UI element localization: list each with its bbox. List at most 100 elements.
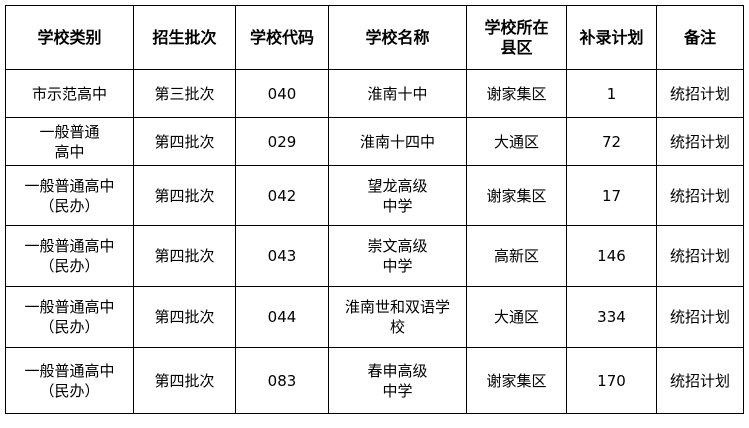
table-row: 一般普通高中（民办） 第四批次 083 春申高级中学 谢家集区 170 统招计划 — [5, 347, 744, 414]
cell-text: 市示范高中 — [31, 84, 107, 103]
cell-text: 大通区 — [493, 132, 539, 151]
table-cell: 083 — [235, 347, 329, 414]
header-cell: 备注 — [656, 5, 744, 70]
cell-text: 1 — [606, 84, 617, 103]
cell-text: 72 — [601, 132, 622, 151]
cell-text: 043 — [267, 247, 297, 265]
header-text: 招生批次 — [152, 27, 217, 47]
table-cell: 170 — [566, 347, 657, 414]
table-cell: 第四批次 — [133, 165, 236, 226]
table-row: 一般普通高中（民办） 第四批次 043 崇文高级中学 高新区 146 统招计划 — [5, 225, 744, 287]
cell-text: 统招计划 — [669, 132, 730, 151]
cell-text: 第四批次 — [154, 371, 215, 390]
header-cell: 学校所在县区 — [466, 5, 567, 70]
cell-text: 谢家集区 — [486, 371, 547, 390]
header-cell: 招生批次 — [133, 5, 236, 70]
cell-text: 崇文高级中学 — [367, 237, 428, 275]
table-cell: 统招计划 — [656, 225, 744, 287]
header-text: 学校类别 — [37, 27, 102, 47]
cell-text: 大通区 — [493, 308, 539, 326]
table-row: 一般普通高中（民办） 第四批次 044 淮南世和双语学校 大通区 334 统招计划 — [5, 286, 744, 348]
cell-text: 040 — [267, 84, 297, 103]
cell-text: 谢家集区 — [486, 84, 547, 103]
header-cell: 补录计划 — [566, 5, 657, 70]
table-cell: 042 — [235, 165, 329, 226]
table-cell: 望龙高级中学 — [328, 165, 467, 226]
cell-text: 第三批次 — [154, 84, 215, 103]
table-cell: 市示范高中 — [5, 69, 134, 118]
cell-text: 170 — [597, 371, 626, 390]
cell-text: 谢家集区 — [486, 186, 547, 205]
header-text: 备注 — [683, 27, 716, 47]
cell-text: 一般普通高中（民办） — [24, 176, 115, 215]
table-cell: 淮南世和双语学校 — [328, 286, 467, 348]
cell-text: 083 — [267, 371, 297, 390]
table-cell: 一般普通高中（民办） — [5, 347, 134, 414]
cell-text: 春申高级中学 — [367, 361, 428, 400]
table-cell: 334 — [566, 286, 657, 348]
table-cell: 统招计划 — [656, 117, 744, 166]
table-cell: 谢家集区 — [466, 69, 567, 118]
header-cell: 学校类别 — [5, 5, 134, 70]
table-cell: 春申高级中学 — [328, 347, 467, 414]
table-row: 市示范高中 第三批次 040 淮南十中 谢家集区 1 统招计划 — [5, 69, 744, 118]
table-cell: 第四批次 — [133, 286, 236, 348]
cell-text: 044 — [267, 308, 297, 326]
header-text: 补录计划 — [579, 27, 644, 47]
table-cell: 统招计划 — [656, 347, 744, 414]
table: 学校类别 招生批次 学校代码 学校名称 学校所在县区 补录计划 备注 市示范高中 第三批次 04… — [5, 5, 744, 414]
table-cell: 大通区 — [466, 117, 567, 166]
cell-text: 淮南十四中 — [359, 132, 435, 151]
table-cell: 第四批次 — [133, 225, 236, 287]
table-cell: 72 — [566, 117, 657, 166]
table-cell: 146 — [566, 225, 657, 287]
cell-text: 17 — [601, 186, 622, 205]
table-cell: 029 — [235, 117, 329, 166]
table-container: 学校类别 招生批次 学校代码 学校名称 学校所在县区 补录计划 备注 市示范高中 第三批次 04… — [5, 5, 744, 414]
cell-text: 统招计划 — [669, 371, 730, 390]
table-cell: 17 — [566, 165, 657, 226]
cell-text: 统招计划 — [669, 84, 730, 103]
table-cell: 大通区 — [466, 286, 567, 348]
table-row: 一般普通高中 第四批次 029 淮南十四中 大通区 72 统招计划 — [5, 117, 744, 166]
cell-text: 042 — [267, 186, 297, 205]
cell-text: 第四批次 — [154, 308, 215, 326]
table-cell: 淮南十中 — [328, 69, 467, 118]
table-cell: 040 — [235, 69, 329, 118]
table-cell: 崇文高级中学 — [328, 225, 467, 287]
cell-text: 146 — [597, 247, 626, 265]
table-row: 一般普通高中（民办） 第四批次 042 望龙高级中学 谢家集区 17 统招计划 — [5, 165, 744, 226]
header-cell: 学校代码 — [235, 5, 329, 70]
table-cell: 一般普通高中 — [5, 117, 134, 166]
table-cell: 044 — [235, 286, 329, 348]
cell-text: 一般普通高中 — [39, 122, 100, 161]
header-text: 学校所在县区 — [484, 17, 549, 57]
table-cell: 一般普通高中（民办） — [5, 165, 134, 226]
header-text: 学校名称 — [365, 27, 430, 47]
table-cell: 一般普通高中（民办） — [5, 286, 134, 348]
cell-text: 淮南十中 — [367, 84, 428, 103]
header-row: 学校类别 招生批次 学校代码 学校名称 学校所在县区 补录计划 备注 — [5, 5, 744, 70]
table-cell: 谢家集区 — [466, 347, 567, 414]
cell-text: 高新区 — [493, 247, 539, 265]
table-cell: 统招计划 — [656, 286, 744, 348]
table-cell: 第三批次 — [133, 69, 236, 118]
cell-text: 一般普通高中（民办） — [24, 298, 115, 336]
table-cell: 1 — [566, 69, 657, 118]
table-cell: 第四批次 — [133, 117, 236, 166]
table-cell: 谢家集区 — [466, 165, 567, 226]
cell-text: 一般普通高中（民办） — [24, 237, 115, 275]
table-cell: 第四批次 — [133, 347, 236, 414]
table-cell: 统招计划 — [656, 165, 744, 226]
header-cell: 学校名称 — [328, 5, 467, 70]
cell-text: 一般普通高中（民办） — [24, 361, 115, 400]
header-text: 学校代码 — [249, 27, 314, 47]
cell-text: 统招计划 — [669, 308, 730, 326]
cell-text: 淮南世和双语学校 — [345, 298, 451, 336]
table-cell: 统招计划 — [656, 69, 744, 118]
table-cell: 高新区 — [466, 225, 567, 287]
cell-text: 第四批次 — [154, 247, 215, 265]
cell-text: 望龙高级中学 — [367, 176, 428, 215]
table-cell: 一般普通高中（民办） — [5, 225, 134, 287]
